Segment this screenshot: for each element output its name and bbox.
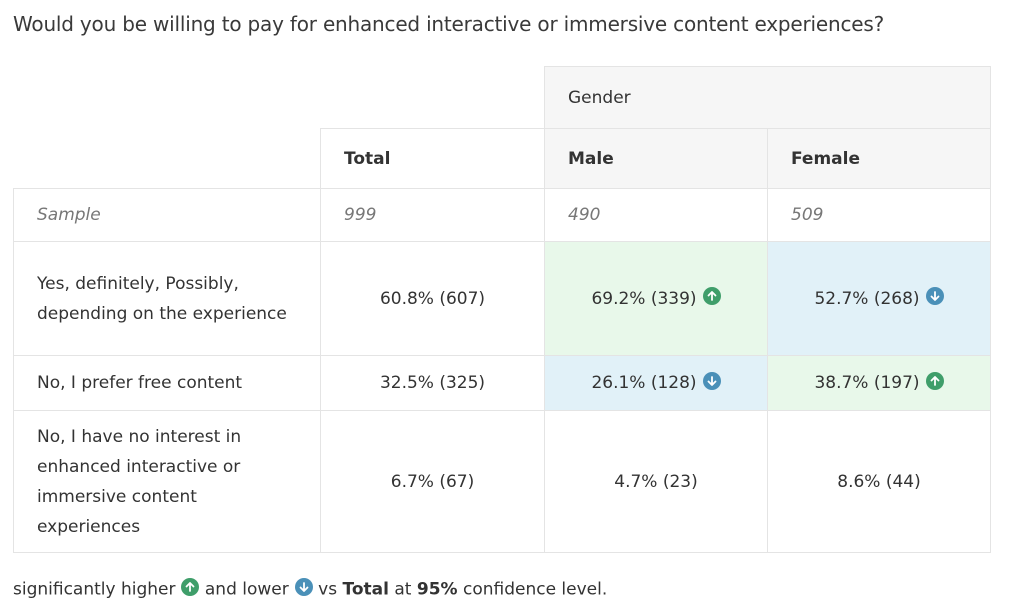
sample-label: Sample <box>13 188 321 242</box>
data-cell: 38.7% (197) <box>767 355 991 411</box>
cell-value: 4.7% (23) <box>614 471 698 492</box>
down-icon <box>925 287 944 310</box>
cell-value: 60.8% (607) <box>379 288 486 309</box>
footer-text: significantly higher <box>13 579 176 600</box>
footer-text: 95% <box>416 579 458 600</box>
footer-text: and lower <box>204 579 289 600</box>
sample-value: 509 <box>767 188 991 242</box>
cell-value: 52.7% (268) <box>814 288 920 309</box>
title: Would you be willing to pay for enhanced… <box>13 12 884 36</box>
footer-text: at <box>394 579 412 600</box>
up-icon <box>925 371 944 395</box>
cell-value: 32.5% (325) <box>379 373 486 393</box>
footer-text: vs <box>318 579 338 600</box>
sample-value: 999 <box>320 188 545 242</box>
data-cell: 52.7% (268) <box>767 241 991 356</box>
footer-text: confidence level. <box>462 579 608 600</box>
down-icon <box>702 371 721 395</box>
column-header: Female <box>767 128 991 189</box>
row-label: Yes, definitely, Possibly, depending on … <box>13 241 321 356</box>
data-cell: 69.2% (339) <box>544 241 768 356</box>
down-icon <box>294 578 313 601</box>
sample-value: 490 <box>544 188 768 242</box>
footer-text: Total <box>342 579 389 600</box>
up-icon <box>181 578 200 601</box>
cell-value: 69.2% (339) <box>591 288 697 309</box>
data-cell: 32.5% (325) <box>320 355 545 411</box>
data-cell: 8.6% (44) <box>767 410 991 553</box>
data-cell: 26.1% (128) <box>544 355 768 411</box>
row-label: No, I prefer free content <box>13 355 321 411</box>
data-cell: 60.8% (607) <box>320 241 545 356</box>
cell-value: 26.1% (128) <box>591 373 697 393</box>
data-cell: 4.7% (23) <box>544 410 768 553</box>
column-header: Male <box>544 128 768 189</box>
cell-value: 6.7% (67) <box>390 471 475 492</box>
row-label: No, I have no interest in enhanced inter… <box>13 410 321 553</box>
column-header: Total <box>320 128 545 189</box>
cell-value: 8.6% (44) <box>837 471 921 492</box>
footer: significantly higher and lower vs Total … <box>13 578 607 601</box>
cell-value: 38.7% (197) <box>814 373 920 393</box>
data-cell: 6.7% (67) <box>320 410 545 553</box>
group-header: Gender <box>544 66 991 129</box>
up-icon <box>702 287 721 310</box>
